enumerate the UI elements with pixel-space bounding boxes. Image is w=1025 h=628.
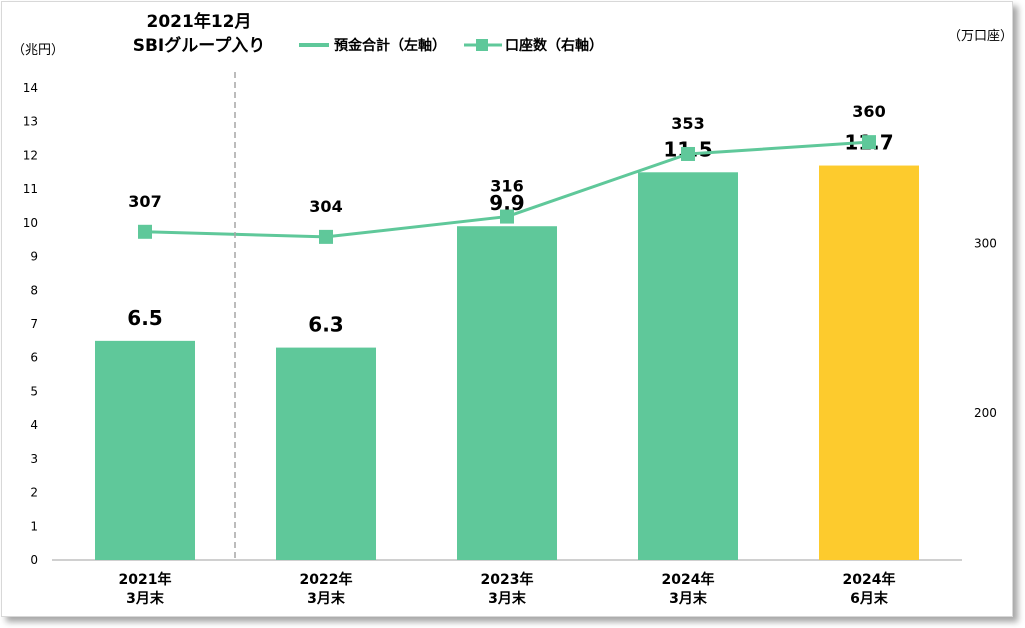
bar [819, 165, 919, 561]
category-label: 3月末 [307, 590, 346, 607]
category-label: 2024年 [662, 571, 715, 588]
category-labels: 2021年 3月末 2022年 3月末 2023年 3月末 2024年 3月末 2024年 6月末 [119, 571, 896, 607]
left-axis-unit: （兆円） [12, 43, 64, 58]
annotation-line: 2021年12月 [147, 11, 252, 32]
line-marker [319, 229, 333, 244]
left-axis-tick: 7 [30, 317, 38, 331]
category-label: 3月末 [488, 590, 527, 607]
right-axis-tick: 300 [974, 237, 997, 251]
bar [457, 226, 557, 560]
line-value-label: 316 [490, 177, 523, 196]
line-value-label: 304 [309, 197, 342, 216]
left-axis-tick: 11 [23, 182, 38, 196]
bar [638, 172, 738, 561]
bar-series: 6.56.39.911.511.7 [95, 131, 919, 561]
left-axis-tick: 13 [23, 115, 38, 129]
line-marker [500, 209, 514, 224]
group-entry-annotation: 2021年12月 SBIグループ入り [133, 11, 266, 56]
bar [95, 340, 195, 560]
right-axis-tick: 200 [974, 406, 997, 420]
line-marker [862, 135, 876, 150]
bar-value-label: 6.5 [127, 306, 162, 330]
category-label: 2022年 [300, 571, 353, 588]
category-label: 2023年 [481, 571, 534, 588]
left-axis-tick: 10 [23, 216, 38, 230]
right-axis-unit: （万口座） [948, 29, 1013, 44]
left-axis-tick: 9 [30, 250, 38, 264]
chart-frame: 0 1 2 3 4 5 6 7 8 9 10 11 12 13 14 （兆円） 200 300 （万口座） 6… [1, 1, 1013, 617]
left-axis-tick: 12 [23, 148, 38, 162]
category-label: 2021年 [119, 571, 172, 588]
annotation-line: SBIグループ入り [133, 35, 266, 56]
left-axis-tick: 0 [30, 553, 38, 567]
left-axis-tick: 2 [30, 486, 38, 500]
category-label: 3月末 [126, 590, 165, 607]
right-axis: 200 300 [974, 237, 997, 420]
line-series: 307 304 316 353 360 [128, 102, 886, 244]
left-axis-tick: 4 [30, 418, 38, 432]
bar-value-label: 6.3 [308, 313, 343, 337]
category-label: 6月末 [850, 590, 889, 607]
line-marker [681, 146, 695, 161]
line-value-label: 360 [852, 102, 885, 121]
legend-label-deposits: 預金合計（左軸） [334, 37, 446, 54]
left-axis-tick: 5 [30, 384, 38, 398]
left-axis-tick: 14 [23, 81, 38, 95]
left-axis-tick: 6 [30, 351, 38, 365]
legend-swatch-accounts-marker [476, 39, 488, 51]
left-axis-tick: 8 [30, 283, 38, 297]
line-value-label: 353 [671, 114, 704, 133]
legend: 預金合計（左軸） 口座数（右軸） [299, 37, 603, 54]
category-label: 3月末 [669, 590, 708, 607]
line-marker [138, 224, 152, 239]
category-label: 2024年 [843, 571, 896, 588]
legend-label-accounts: 口座数（右軸） [505, 37, 603, 54]
left-axis-tick: 1 [30, 519, 38, 533]
bar [276, 347, 376, 560]
left-axis-tick: 3 [30, 452, 38, 466]
line-value-label: 307 [128, 192, 161, 211]
